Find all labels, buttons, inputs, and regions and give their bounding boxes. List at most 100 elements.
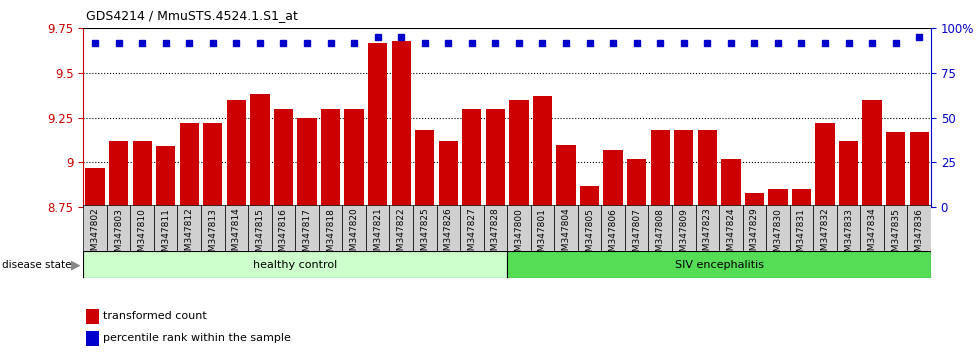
Bar [439, 141, 458, 207]
Text: GSM347805: GSM347805 [585, 208, 594, 263]
Bar [557, 144, 575, 207]
Text: GSM347821: GSM347821 [373, 208, 382, 262]
Bar [132, 141, 152, 207]
Bar [672, 205, 696, 253]
Bar [837, 205, 860, 253]
Text: GSM347834: GSM347834 [867, 208, 877, 262]
Bar [698, 130, 717, 207]
Bar [201, 205, 224, 253]
Bar [154, 205, 177, 253]
Bar [884, 205, 907, 253]
Bar [86, 331, 99, 346]
Bar [463, 109, 481, 207]
Text: GSM347806: GSM347806 [609, 208, 617, 263]
Text: GSM347809: GSM347809 [679, 208, 688, 263]
Bar [886, 132, 906, 207]
Bar [862, 100, 882, 207]
Text: transformed count: transformed count [103, 312, 207, 321]
Text: GSM347829: GSM347829 [750, 208, 759, 262]
Text: GSM347812: GSM347812 [185, 208, 194, 262]
Bar [250, 95, 270, 207]
Text: GSM347810: GSM347810 [137, 208, 147, 263]
Text: GSM347832: GSM347832 [820, 208, 829, 262]
Bar [86, 309, 99, 324]
Text: GSM347803: GSM347803 [114, 208, 123, 263]
Bar [297, 118, 317, 207]
Bar [768, 189, 788, 207]
Bar [83, 251, 508, 278]
Bar [510, 100, 528, 207]
Bar [909, 132, 929, 207]
Bar [392, 41, 411, 207]
Bar [907, 205, 931, 253]
Bar [696, 205, 719, 253]
Text: GSM347825: GSM347825 [420, 208, 429, 262]
Bar [604, 150, 622, 207]
Bar [533, 96, 552, 207]
Text: GSM347807: GSM347807 [632, 208, 641, 263]
Text: GSM347802: GSM347802 [90, 208, 100, 262]
Bar [295, 205, 319, 253]
Bar [555, 205, 578, 253]
Bar [745, 193, 764, 207]
Text: GSM347822: GSM347822 [397, 208, 406, 262]
Bar [413, 205, 436, 253]
Text: GSM347811: GSM347811 [162, 208, 171, 263]
Text: ▶: ▶ [71, 258, 80, 271]
Text: GSM347801: GSM347801 [538, 208, 547, 263]
Text: GSM347804: GSM347804 [562, 208, 570, 262]
Bar [839, 141, 858, 207]
Text: GSM347826: GSM347826 [444, 208, 453, 262]
Bar [813, 205, 837, 253]
Bar [436, 205, 460, 253]
Bar [649, 205, 672, 253]
Bar [130, 205, 154, 253]
Bar [224, 205, 248, 253]
Bar [508, 205, 531, 253]
Bar [815, 123, 835, 207]
Text: GSM347835: GSM347835 [891, 208, 901, 263]
Text: GSM347814: GSM347814 [232, 208, 241, 262]
Text: GSM347830: GSM347830 [773, 208, 782, 263]
Text: GSM347817: GSM347817 [303, 208, 312, 263]
Bar [271, 205, 295, 253]
Text: GSM347823: GSM347823 [703, 208, 711, 262]
Bar [342, 205, 366, 253]
Text: GSM347827: GSM347827 [467, 208, 476, 262]
Text: percentile rank within the sample: percentile rank within the sample [103, 333, 291, 343]
Bar [318, 205, 342, 253]
Text: disease state: disease state [2, 260, 74, 270]
Bar [203, 123, 222, 207]
Bar [651, 130, 670, 207]
Text: GSM347815: GSM347815 [256, 208, 265, 263]
Bar [719, 205, 743, 253]
Bar [179, 123, 199, 207]
Bar [860, 205, 884, 253]
Bar [177, 205, 201, 253]
Bar [674, 130, 694, 207]
Bar [83, 205, 107, 253]
Text: GSM347800: GSM347800 [514, 208, 523, 263]
Text: GSM347820: GSM347820 [350, 208, 359, 262]
Bar [625, 205, 649, 253]
Text: GSM347824: GSM347824 [726, 208, 735, 262]
Bar [743, 205, 766, 253]
Bar [344, 109, 364, 207]
Bar [273, 109, 293, 207]
Text: GDS4214 / MmuSTS.4524.1.S1_at: GDS4214 / MmuSTS.4524.1.S1_at [86, 9, 298, 22]
Bar [486, 109, 505, 207]
Bar [508, 251, 931, 278]
Bar [483, 205, 508, 253]
Text: GSM347831: GSM347831 [797, 208, 806, 263]
Text: healthy control: healthy control [253, 259, 337, 270]
Text: GSM347816: GSM347816 [279, 208, 288, 263]
Bar [790, 205, 813, 253]
Text: GSM347808: GSM347808 [656, 208, 664, 263]
Bar [107, 205, 130, 253]
Text: SIV encephalitis: SIV encephalitis [674, 259, 763, 270]
Bar [366, 205, 389, 253]
Bar [226, 100, 246, 207]
Bar [721, 159, 741, 207]
Bar [248, 205, 271, 253]
Bar [368, 42, 387, 207]
